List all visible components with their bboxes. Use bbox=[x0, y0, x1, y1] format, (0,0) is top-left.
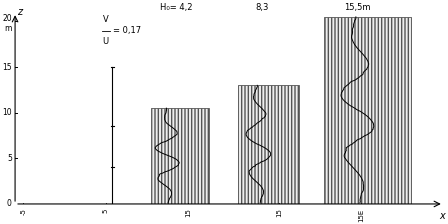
Text: 20: 20 bbox=[2, 14, 12, 23]
Bar bbox=[324, 17, 411, 204]
Text: V: V bbox=[103, 15, 108, 24]
Text: 15E: 15E bbox=[358, 209, 364, 222]
Text: 15: 15 bbox=[185, 209, 191, 218]
Text: x: x bbox=[439, 211, 445, 221]
Text: 8,3: 8,3 bbox=[256, 3, 269, 12]
Text: 10: 10 bbox=[2, 108, 12, 117]
Text: -5: -5 bbox=[20, 209, 26, 215]
Text: = 0,17: = 0,17 bbox=[113, 26, 141, 35]
Text: 0: 0 bbox=[7, 199, 12, 209]
Text: m: m bbox=[4, 24, 12, 33]
Text: H₀= 4,2: H₀= 4,2 bbox=[159, 3, 192, 12]
Bar bbox=[151, 108, 209, 204]
Bar bbox=[237, 85, 299, 204]
Text: U: U bbox=[103, 37, 109, 46]
Text: 15: 15 bbox=[276, 209, 282, 218]
Text: 15: 15 bbox=[2, 62, 12, 72]
Text: 5: 5 bbox=[7, 154, 12, 163]
Text: z: z bbox=[17, 7, 22, 17]
Text: 5: 5 bbox=[103, 209, 109, 213]
Text: 15,5m: 15,5m bbox=[344, 3, 370, 12]
